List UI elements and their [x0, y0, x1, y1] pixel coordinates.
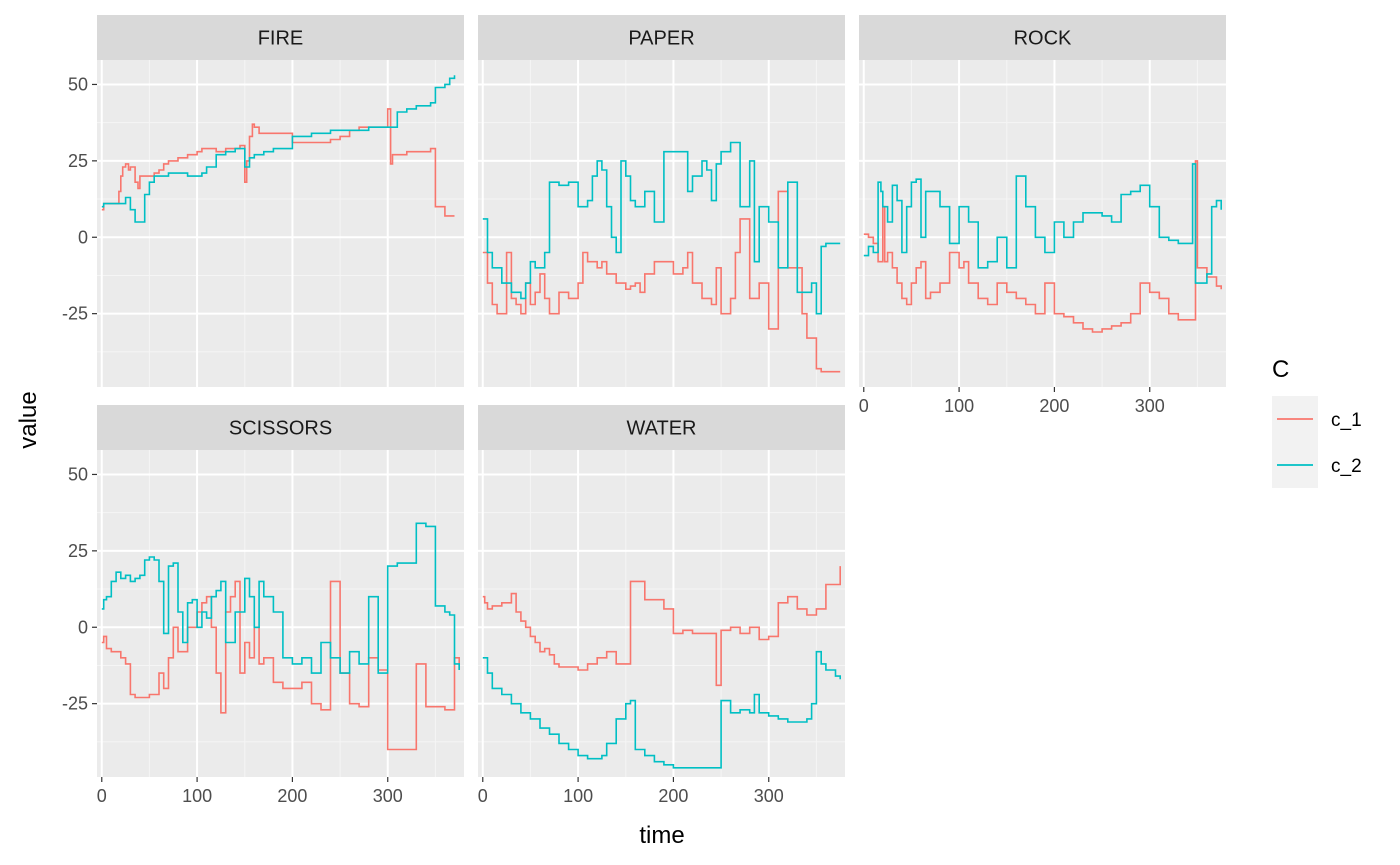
- y-tick-label: -25: [62, 694, 88, 714]
- panel-paper: PAPER: [478, 15, 845, 387]
- x-tick-label: 200: [658, 786, 688, 806]
- x-tick-label: 300: [754, 786, 784, 806]
- panel-background-rock: [859, 60, 1226, 387]
- legend-entries: c_1 c_2: [1272, 396, 1362, 488]
- x-tick-label: 100: [944, 396, 974, 416]
- y-tick-label: 25: [68, 151, 88, 171]
- strip-label-rock: ROCK: [1014, 28, 1072, 50]
- x-axis-water: 0 100 200 300: [478, 777, 784, 806]
- y-tick-label: -25: [62, 304, 88, 324]
- series-line-water-c-2: [482, 650, 841, 769]
- strip-label-fire: FIRE: [258, 28, 304, 50]
- strip-rock: [859, 15, 1226, 60]
- panel-background-scissors: [97, 450, 464, 777]
- x-tick-label: 0: [859, 396, 869, 416]
- panels-layer: FIRE -25 0 25 50 PAPER ROCK SCISSORS -25 0 25 50 WAT…: [62, 15, 1226, 806]
- x-tick-label: 0: [97, 786, 107, 806]
- x-tick-label: 0: [478, 786, 488, 806]
- y-tick-label: 50: [68, 464, 88, 484]
- series-line-scissors-c-1: [101, 580, 460, 751]
- x-axis-title: time: [639, 822, 684, 849]
- strip-fire: [97, 15, 464, 60]
- x-axis-scissors: 0 100 200 300: [97, 777, 403, 806]
- x-tick-label: 200: [277, 786, 307, 806]
- legend-label-c-2: c_2: [1331, 456, 1362, 477]
- series-line-fire-c-1: [101, 108, 455, 217]
- strip-water: [478, 405, 845, 450]
- panel-background-paper: [478, 60, 845, 387]
- panel-background-water: [478, 450, 845, 777]
- series-line-rock-c-1: [863, 160, 1222, 333]
- series-line-fire-c-2: [101, 75, 456, 223]
- legend-label-c-1: c_1: [1331, 410, 1362, 431]
- strip-label-water: WATER: [627, 418, 697, 440]
- y-tick-label: 50: [68, 74, 88, 94]
- y-tick-label: 0: [78, 617, 88, 637]
- y-axis-title: value: [15, 391, 42, 448]
- panel-rock: ROCK: [859, 15, 1226, 387]
- series-line-paper-c-2: [482, 141, 841, 315]
- x-tick-label: 200: [1039, 396, 1069, 416]
- series-line-scissors-c-2: [101, 522, 460, 674]
- series-line-rock-c-2: [863, 163, 1222, 284]
- strip-label-scissors: SCISSORS: [229, 418, 332, 440]
- x-tick-label: 100: [182, 786, 212, 806]
- y-tick-label: 25: [68, 541, 88, 561]
- series-line-water-c-1: [482, 566, 841, 687]
- legend: C c_1 c_2: [1272, 356, 1362, 488]
- strip-paper: [478, 15, 845, 60]
- x-tick-label: 300: [373, 786, 403, 806]
- x-tick-label: 300: [1135, 396, 1165, 416]
- strip-label-paper: PAPER: [628, 28, 694, 50]
- panel-scissors: SCISSORS -25 0 25 50: [62, 405, 464, 777]
- panel-background-fire: [97, 60, 464, 387]
- strip-scissors: [97, 405, 464, 450]
- panel-water: WATER: [478, 405, 845, 777]
- legend-title: C: [1272, 356, 1289, 383]
- panel-fire: FIRE -25 0 25 50: [62, 15, 464, 387]
- x-axis-rock: 0 100 200 300: [859, 387, 1165, 416]
- y-tick-label: 0: [78, 227, 88, 247]
- x-tick-label: 100: [563, 786, 593, 806]
